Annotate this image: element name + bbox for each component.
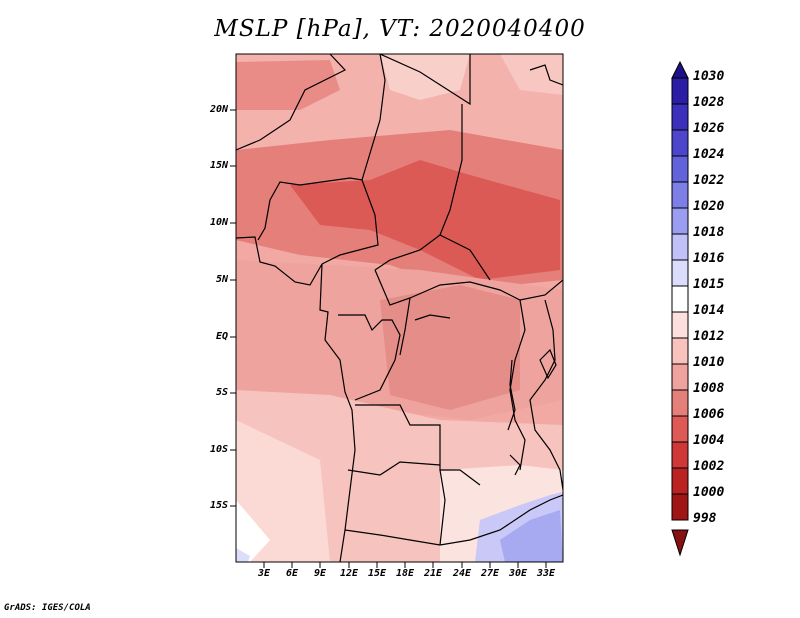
field-high-north [380, 54, 470, 100]
colorbar-cell [671, 441, 689, 469]
colorbar-arrow-bottom [671, 529, 689, 557]
lon-label: 15E [367, 568, 387, 579]
lat-label: 10N [209, 217, 228, 228]
lon-label: 33E [536, 568, 556, 579]
colorbar-cell [671, 415, 689, 443]
field-congo [380, 285, 520, 410]
lon-label: 6E [285, 568, 299, 579]
border-6 [374, 269, 563, 306]
colorbar-label: 1008 [693, 381, 725, 396]
colorbar-cell [671, 77, 689, 105]
field-low-core [290, 160, 560, 280]
colorbar-label: 1004 [693, 433, 725, 448]
colorbar-cell [671, 129, 689, 157]
colorbar-label: 1016 [693, 251, 725, 266]
colorbar-cell [671, 363, 689, 391]
colorbar-label: 1006 [693, 407, 725, 422]
colorbar-label: 1024 [693, 147, 725, 162]
lon-label: 24E [452, 568, 472, 579]
colorbar-cell [671, 103, 689, 131]
map-frame [235, 53, 564, 563]
colorbar-label: 1015 [693, 277, 725, 292]
lake-tanganyika [507, 359, 516, 431]
colorbar-cell [671, 493, 689, 521]
colorbar-label: 1022 [693, 173, 725, 188]
colorbar-cell [671, 259, 689, 287]
lake-victoria [539, 348, 557, 380]
border-3 [379, 54, 471, 106]
colorbar-cell [671, 181, 689, 209]
boundaries [236, 54, 563, 562]
field-se-blue-core [500, 510, 563, 562]
colorbar-label: 1026 [693, 121, 725, 136]
field-sw-blue [236, 548, 250, 562]
colorbar-cell [671, 389, 689, 417]
border-12 [347, 461, 441, 476]
colorbar-cell [671, 467, 689, 495]
colorbar-label: 1012 [693, 329, 725, 344]
lon-label: 18E [395, 568, 415, 579]
lon-label: 21E [423, 568, 443, 579]
colorbar-label: 1018 [693, 225, 725, 240]
border-10 [509, 299, 526, 471]
field-sw-high [236, 420, 330, 562]
lon-label: 3E [257, 568, 271, 579]
colorbar-cell [671, 155, 689, 183]
border-7 [439, 234, 491, 281]
colorbar-label: 1020 [693, 199, 725, 214]
colorbar-cell [671, 207, 689, 235]
colorbar-cells [671, 77, 689, 521]
colorbar-label: 1002 [693, 459, 725, 474]
colorbar-arrow-top [671, 60, 689, 79]
colorbar-label: 998 [693, 511, 717, 526]
lat-label: 5S [215, 387, 228, 398]
colorbar-label: 1028 [693, 95, 725, 110]
credit-text: GrADS: IGES/COLA [4, 603, 91, 613]
colorbar-cell [671, 233, 689, 261]
border-5 [321, 179, 379, 265]
lat-label: 10S [209, 444, 228, 455]
border-13 [344, 494, 563, 546]
lat-label: 15S [209, 500, 228, 511]
field-sw-white [236, 500, 270, 562]
coastline-west [236, 236, 356, 562]
border-14 [439, 469, 446, 546]
field-nw-low [236, 60, 340, 110]
lake-malawi [509, 454, 521, 476]
coast-east [529, 299, 563, 491]
colorbar-cell [671, 337, 689, 365]
colorbar-label: 1010 [693, 355, 725, 370]
colorbar-cell [671, 285, 689, 313]
lat-label: 5N [215, 274, 228, 285]
coast-red-sea [529, 64, 563, 86]
lon-label: 12E [339, 568, 359, 579]
lat-label: 20N [209, 104, 228, 115]
colorbar-label: 1000 [693, 485, 725, 500]
border-9 [399, 297, 411, 356]
border-8 [338, 314, 401, 401]
colorbar-cell [671, 311, 689, 339]
lat-label: 15N [209, 160, 228, 171]
colorbar-label: 1014 [693, 303, 725, 318]
lon-label: 9E [313, 568, 327, 579]
border-11 [355, 404, 481, 486]
colorbar [671, 60, 689, 557]
river-1 [414, 314, 451, 321]
colorbar-label: 1030 [693, 69, 725, 84]
lat-label: EQ [215, 331, 228, 342]
pressure-field [236, 54, 563, 562]
map-title: MSLP [hPa], VT: 2020040400 [214, 16, 586, 42]
axis-ticks [230, 109, 547, 568]
lon-label: 27E [480, 568, 500, 579]
border-1 [236, 54, 346, 151]
border-2 [257, 54, 386, 241]
lon-label: 30E [508, 568, 528, 579]
field-high-ne [500, 54, 563, 95]
